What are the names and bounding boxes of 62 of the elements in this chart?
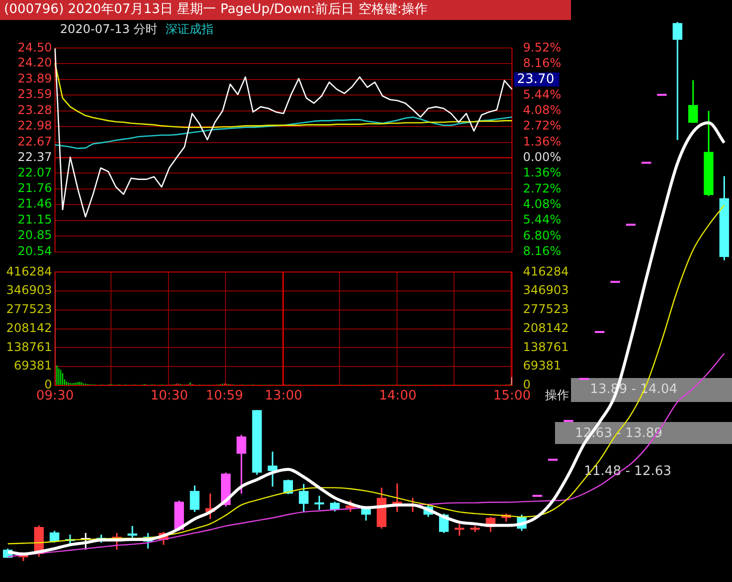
chart-subtitle: 2020-07-13 分时: [60, 21, 158, 38]
annotation: 操作: [545, 387, 569, 404]
y-tick-label: 21.76: [18, 181, 52, 196]
candlestick: [454, 523, 464, 536]
y2-tick-label: 2.72%: [523, 181, 562, 196]
candlestick: [283, 478, 293, 495]
x-tick-label: 10:30: [150, 388, 188, 404]
y-tick-label: 20.85: [18, 228, 52, 242]
x-tick-label: 15:00: [493, 388, 531, 404]
y-tick-label: 22.67: [18, 134, 52, 148]
y-tick-label: 21.15: [18, 212, 52, 227]
y-tick-label: 416284: [6, 264, 52, 278]
y2-tick-label: 1.36%: [523, 166, 562, 180]
y-tick-label: 69381: [14, 358, 52, 373]
y-tick-label: 20.54: [18, 244, 52, 258]
candlestick: [298, 483, 309, 513]
y2-tick-label: 277523: [523, 302, 569, 316]
y2-tick-label: 8.16%: [523, 244, 562, 258]
y-tick-label: 208142: [6, 320, 52, 335]
y-tick-label: 24.20: [18, 56, 52, 70]
candlestick: [268, 450, 278, 488]
text: 深证成指: [166, 21, 214, 38]
y2-tick-label: 1.36%: [523, 134, 562, 148]
chart-title: (000796) 2020年07月13日 星期一 PageUp/Down:前后日 空格键:操作: [4, 2, 428, 17]
candlestick: [314, 495, 324, 511]
y2-tick-label: 0.00%: [523, 150, 562, 164]
y2-tick-label: 5.44%: [523, 87, 562, 102]
y-tick-label: 23.59: [18, 87, 52, 102]
candlestick: [236, 434, 246, 494]
y-tick-label: 22.07: [18, 165, 52, 180]
y2-tick-label: 416284: [523, 264, 569, 278]
y-tick-label: 346903: [6, 283, 52, 298]
x-tick-label: 10:59: [206, 388, 244, 404]
candlestick: [688, 79, 698, 124]
candlestick: [50, 530, 60, 544]
y2-tick-label: 138761: [523, 340, 569, 354]
x-tick-label: 14:00: [379, 388, 416, 404]
x-tick-label: 13:00: [264, 388, 302, 404]
y-tick-label: 21.46: [18, 196, 52, 211]
candlestick: [672, 21, 682, 141]
y-tick-label: 138761: [6, 340, 52, 354]
y-tick-label: 24.50: [18, 40, 52, 54]
y-tick-label: 23.28: [18, 103, 52, 118]
y2-tick-label: 8.16%: [523, 56, 562, 70]
y2-tick-label: 69381: [523, 358, 562, 373]
y2-tick-label: 4.08%: [523, 196, 562, 211]
y2-tick-label: 6.80%: [523, 228, 562, 242]
annotation: 23.70: [517, 72, 554, 87]
y2-tick-label: 2.72%: [523, 118, 562, 133]
x-tick-label: 09:30: [36, 388, 74, 404]
y2-tick-label: 208142: [523, 320, 569, 335]
candlestick: [128, 525, 138, 541]
y-tick-label: 23.89: [18, 72, 52, 86]
y2-tick-label: 9.52%: [523, 40, 562, 54]
candlestick: [190, 484, 200, 513]
y-tick-label: 22.37: [18, 150, 52, 164]
y2-tick-label: 5.44%: [523, 212, 562, 227]
candlestick: [392, 482, 402, 513]
y-tick-label: 22.98: [18, 118, 52, 132]
y2-tick-label: 346903: [523, 283, 569, 298]
y2-tick-label: 4.08%: [523, 102, 562, 117]
y-tick-label: 277523: [6, 302, 52, 316]
